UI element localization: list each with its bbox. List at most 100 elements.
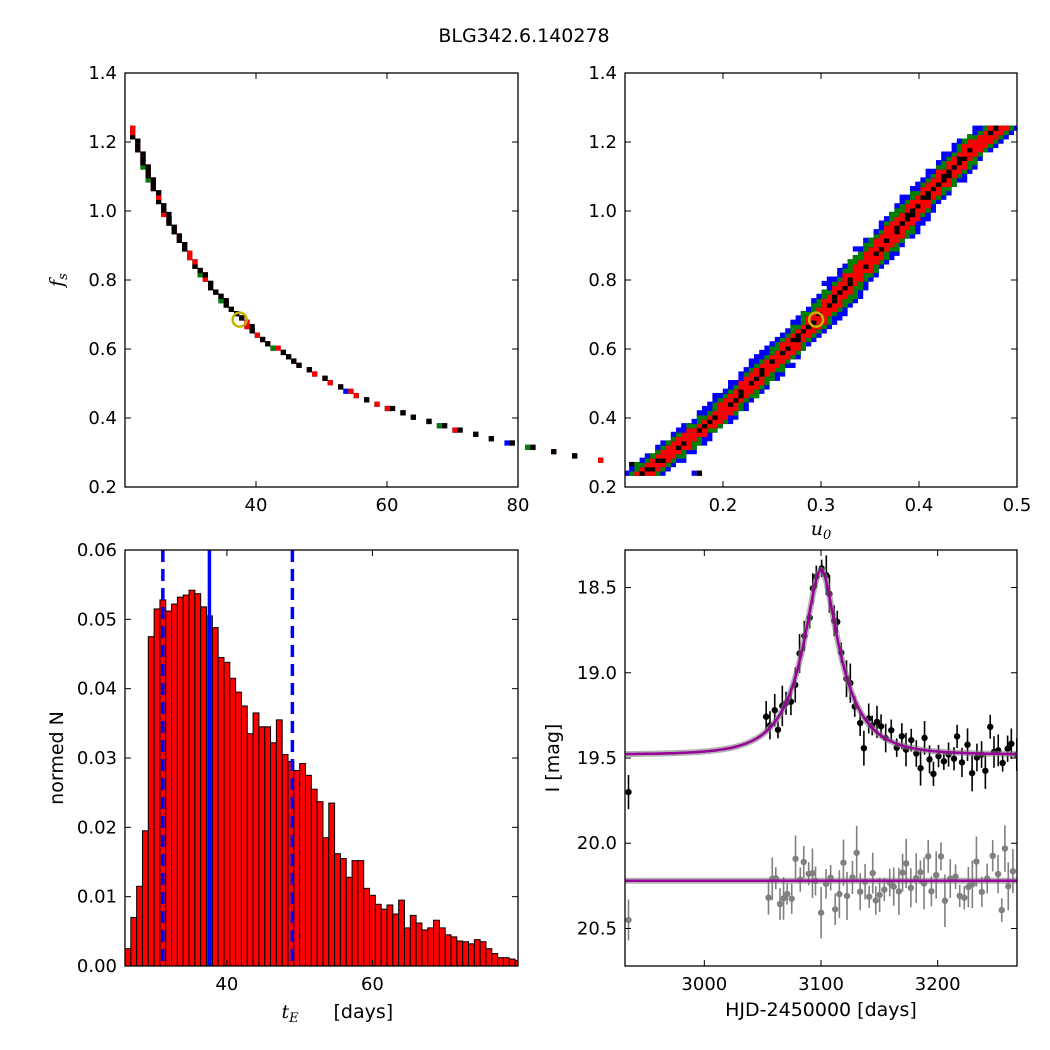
core-cell: [176, 233, 182, 239]
core-cell: [135, 138, 141, 144]
inner-band-cell: [712, 410, 734, 416]
data-point: [958, 759, 966, 766]
histogram-bar: [136, 885, 143, 967]
core-cell: [197, 267, 203, 274]
heatmap-cells: [625, 125, 1017, 476]
core-cell: [712, 414, 718, 420]
middle-band-cell: [270, 345, 276, 351]
inner-band-cell: [681, 431, 708, 437]
residual-point: [792, 855, 799, 862]
core-cell: [150, 185, 156, 192]
core-cell: [140, 155, 146, 161]
residual-point: [932, 871, 940, 879]
residual-point: [881, 886, 888, 893]
histogram-bar: [403, 927, 411, 967]
y-tick-label: 0.01: [77, 887, 117, 908]
core-cell: [941, 177, 947, 183]
residual-point: [941, 897, 949, 904]
histogram-bar: [334, 853, 341, 967]
inner-band-cell: [655, 453, 676, 459]
inner-band-cell: [852, 267, 874, 274]
data-point: [625, 788, 632, 796]
histogram-bar: [502, 957, 510, 967]
inner-band-cell: [956, 151, 978, 157]
histogram-bar: [176, 596, 184, 967]
core-cell: [681, 440, 687, 446]
core-cell: [135, 142, 141, 149]
y-axis-label: normed N: [46, 711, 68, 805]
residual-point: [902, 860, 910, 867]
residual-point: [865, 893, 873, 900]
data-point: [873, 718, 881, 726]
histogram-bar: [223, 661, 231, 967]
core-cell: [145, 164, 151, 170]
data-point: [953, 733, 961, 740]
x-axis-label-sub: E: [288, 1011, 299, 1026]
histogram-bar: [351, 860, 359, 967]
core-cell: [878, 246, 884, 252]
x-tick-label: 80: [507, 495, 530, 516]
histogram-bar: [246, 733, 254, 967]
best-fit-marker: [807, 311, 825, 328]
model-band: [625, 566, 1017, 758]
residual-point: [765, 894, 772, 901]
inner-band-cell: [738, 384, 760, 390]
core-cell: [733, 397, 739, 403]
histogram-bar: [485, 948, 493, 967]
histogram-bar: [473, 939, 481, 967]
core-cell: [150, 181, 156, 187]
core-cell: [161, 207, 167, 213]
histogram-bar: [497, 957, 504, 967]
core-cell: [135, 147, 141, 153]
core-cell: [910, 211, 916, 218]
x-tick-label: 0.5: [1003, 495, 1032, 516]
inner-band-cell: [748, 371, 770, 377]
histogram-bar: [188, 589, 196, 967]
inner-band-cell: [764, 358, 786, 364]
histogram-bar: [147, 636, 155, 967]
core-cell: [951, 164, 957, 170]
inner-band-cell: [842, 272, 864, 278]
y-tick-label: 0.02: [77, 817, 117, 838]
core-cell: [156, 198, 162, 205]
inner-band-cell: [816, 306, 838, 312]
core-cell: [754, 375, 760, 381]
residual-point: [869, 869, 876, 877]
residual-point: [937, 853, 945, 860]
core-cell: [894, 229, 900, 235]
core-cell: [936, 181, 942, 187]
y-tick-label: 20.5: [577, 918, 617, 939]
inner-band-cell: [873, 242, 895, 248]
core-cell: [915, 203, 921, 209]
core-cell: [182, 246, 188, 252]
data-point: [921, 734, 928, 742]
histogram-bar: [194, 593, 202, 967]
inner-band-cell: [670, 440, 692, 446]
core-cell: [130, 134, 136, 140]
core-cell: [769, 358, 775, 364]
inner-band-cell: [156, 194, 162, 200]
best-fit-marker: [231, 311, 248, 328]
residual-point: [928, 888, 935, 895]
residual-point: [925, 853, 932, 860]
core-cell: [847, 280, 853, 287]
x-axis-label: u0: [811, 518, 832, 543]
core-cell: [904, 216, 910, 222]
x-axis-label: HJD-2450000 [days]: [725, 999, 917, 1021]
core-cell: [176, 237, 182, 243]
inner-band-cell: [790, 332, 812, 338]
data-point: [987, 723, 994, 731]
data-point: [877, 723, 885, 730]
residual-point: [783, 890, 791, 898]
y-tick-label: 0.4: [88, 408, 117, 429]
core-cell: [696, 470, 702, 476]
inner-band-cell: [722, 397, 744, 403]
residual-point: [856, 888, 864, 895]
data-point: [860, 744, 868, 752]
core-cell: [962, 155, 968, 161]
inner-band-cell: [842, 276, 864, 282]
core-cell: [364, 397, 370, 403]
y-tick-label: 0.4: [588, 408, 617, 429]
middle-band-cell: [197, 272, 203, 278]
x-axis-label-base: u: [811, 518, 823, 540]
